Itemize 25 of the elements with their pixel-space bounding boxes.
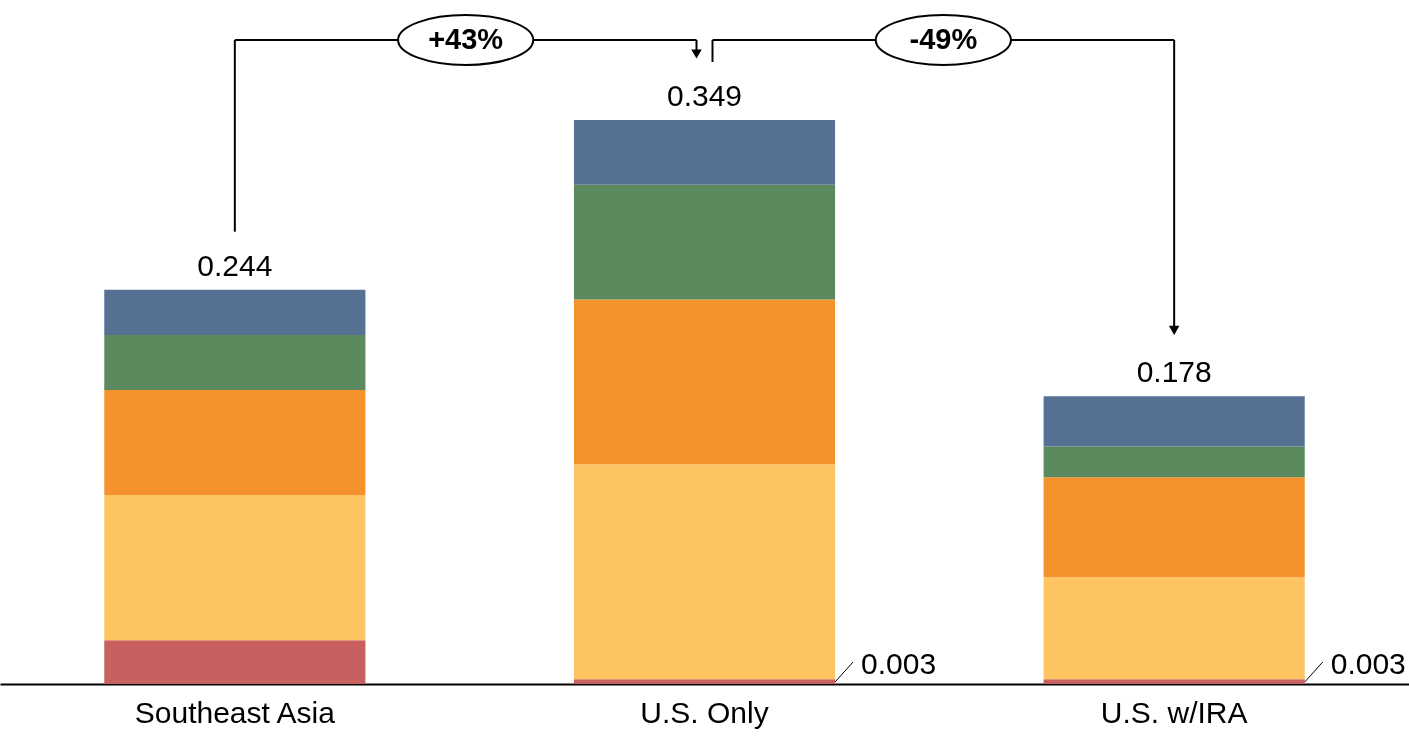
bar <box>573 120 836 185</box>
bar <box>1043 477 1305 578</box>
total-label: 0.178 <box>1136 355 1212 389</box>
bar <box>104 640 366 684</box>
bar <box>1043 446 1305 478</box>
bar <box>573 184 836 300</box>
bar <box>573 464 836 680</box>
bar <box>573 299 836 465</box>
text: +43% <box>428 23 504 55</box>
bar <box>104 334 366 390</box>
total-label: 0.244 <box>197 248 273 282</box>
bar <box>104 389 366 495</box>
bar <box>1043 396 1305 447</box>
x-tick-label: U.S. Only <box>640 695 769 729</box>
x-tick-label: Southeast Asia <box>134 695 336 729</box>
bar <box>104 289 366 335</box>
data-label: 0.003 <box>1330 647 1406 680</box>
data-label: 0.003 <box>861 647 937 680</box>
text: -49% <box>909 23 978 55</box>
total-label: 0.349 <box>666 79 743 112</box>
bar <box>1043 679 1305 684</box>
x-tick-label: U.S. w/IRA <box>1100 695 1248 729</box>
bar <box>104 494 366 641</box>
bar <box>573 679 836 684</box>
bar <box>1043 577 1305 680</box>
